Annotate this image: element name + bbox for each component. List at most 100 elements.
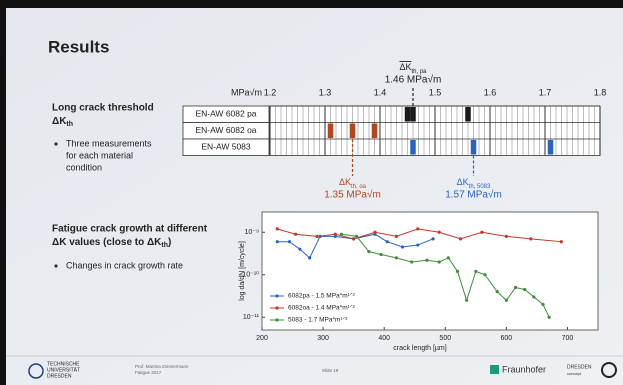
measurement — [350, 124, 356, 139]
point — [410, 260, 413, 263]
presenter: Prof. Martina Zimmermann — [135, 364, 189, 369]
annotation-value: 1.35 MPa√m — [324, 189, 381, 201]
legend-marker — [275, 306, 278, 309]
x-tick-label: 1.2 — [264, 87, 277, 97]
x-tick-label: 1.4 — [374, 87, 387, 97]
x-tick-label: 1.8 — [594, 87, 607, 97]
measurement — [471, 140, 477, 155]
partner-logo — [490, 365, 499, 374]
slide-number: Slide 19 — [322, 368, 339, 373]
x-tick-label: 1.3 — [319, 87, 332, 97]
heading-end: ) — [168, 237, 171, 248]
bullet-text: for each material — [66, 150, 133, 160]
point — [483, 273, 486, 276]
bullet — [54, 142, 57, 145]
point — [308, 256, 311, 259]
slide-photo: Results Long crack threshold ΔKth Three … — [0, 0, 623, 385]
legend-marker — [275, 318, 278, 321]
bullet-text: Changes in crack growth rate — [66, 260, 183, 270]
x-tick-label: 500 — [439, 335, 451, 342]
point — [276, 240, 279, 243]
point — [315, 235, 318, 238]
point — [532, 295, 535, 298]
x-tick-label: 1.7 — [539, 87, 552, 97]
presenter: Fatigue 2017 — [135, 370, 162, 375]
symbol: ΔK — [52, 116, 67, 127]
x-tick-label: 200 — [256, 335, 268, 342]
annotation-value: 1.57 MPa√m — [445, 189, 502, 201]
university-name: UNIVERSITÄT — [47, 366, 80, 373]
x-tick-label: 1.6 — [484, 87, 497, 97]
point — [474, 270, 477, 273]
legend-label: 6082pa - 1.5 MPa*m¹ᐟ² — [288, 293, 356, 300]
bullet-text: Three measurements — [66, 138, 152, 148]
heading-text: ΔK values (close to ΔK — [52, 237, 162, 248]
symbol: ΔK — [399, 62, 411, 72]
point — [352, 237, 355, 240]
section-heading: Fatigue crack growth at different — [52, 224, 208, 235]
point — [380, 253, 383, 256]
point — [548, 316, 551, 319]
legend-label: 5083 - 1.7 MPa*m¹ᐟ² — [288, 317, 348, 324]
point — [505, 299, 508, 302]
y-tick-label: 10⁻¹¹ — [243, 314, 260, 321]
point — [373, 231, 376, 234]
point — [367, 250, 370, 253]
heading-sub: th — [161, 242, 168, 249]
measurement — [328, 124, 334, 139]
point — [395, 235, 398, 238]
row-label: EN-AW 6082 pa — [195, 109, 256, 119]
annotation-value: 1.46 MPa√m — [385, 74, 442, 86]
point — [298, 248, 301, 251]
x-tick-label: 600 — [501, 335, 513, 342]
x-tick-label: 1.5 — [429, 87, 442, 97]
measurement — [548, 140, 554, 155]
x-tick-label: 700 — [562, 335, 574, 342]
point — [465, 299, 468, 302]
point — [514, 286, 517, 289]
symbol: ΔK — [457, 177, 469, 187]
symbol: ΔK — [339, 177, 351, 187]
x-tick-label: 400 — [378, 335, 390, 342]
legend-marker — [275, 294, 278, 297]
y-tick-label: 10⁻⁹ — [245, 229, 259, 236]
row-label: EN-AW 5083 — [201, 142, 251, 152]
point — [340, 233, 343, 236]
concept: concept — [567, 371, 582, 376]
section-heading: ΔK values (close to ΔKth) — [52, 237, 171, 249]
point — [456, 270, 459, 273]
partner-name: Fraunhofer — [502, 364, 546, 374]
point — [425, 259, 428, 262]
point — [529, 237, 532, 240]
measurement — [410, 140, 416, 155]
point — [496, 290, 499, 293]
point — [480, 231, 483, 234]
point — [541, 303, 544, 306]
measurement — [405, 107, 411, 122]
point — [288, 240, 291, 243]
point — [401, 245, 404, 248]
point — [505, 235, 508, 238]
point — [431, 237, 434, 240]
unit-label: MPa√m — [231, 87, 262, 97]
point — [438, 231, 441, 234]
slide-title: Results — [48, 37, 109, 56]
point — [447, 256, 450, 259]
row-label: EN-AW 6082 oa — [195, 125, 256, 135]
point — [416, 243, 419, 246]
measurement — [465, 107, 471, 122]
point — [459, 237, 462, 240]
symbol-sub: th — [66, 121, 73, 128]
point — [395, 256, 398, 259]
point — [560, 240, 563, 243]
y-axis-label: log da/dN [m/cycle] — [239, 241, 246, 301]
point — [294, 233, 297, 236]
point — [276, 227, 279, 230]
section-heading: Long crack threshold — [52, 103, 154, 114]
x-tick-label: 300 — [317, 335, 329, 342]
concept: DRESDEN — [567, 364, 592, 370]
point — [416, 227, 419, 230]
point — [386, 240, 389, 243]
university-name: DRESDEN — [47, 373, 72, 379]
legend-label: 6082oa - 1.4 MPa*m¹ᐟ² — [288, 305, 356, 312]
